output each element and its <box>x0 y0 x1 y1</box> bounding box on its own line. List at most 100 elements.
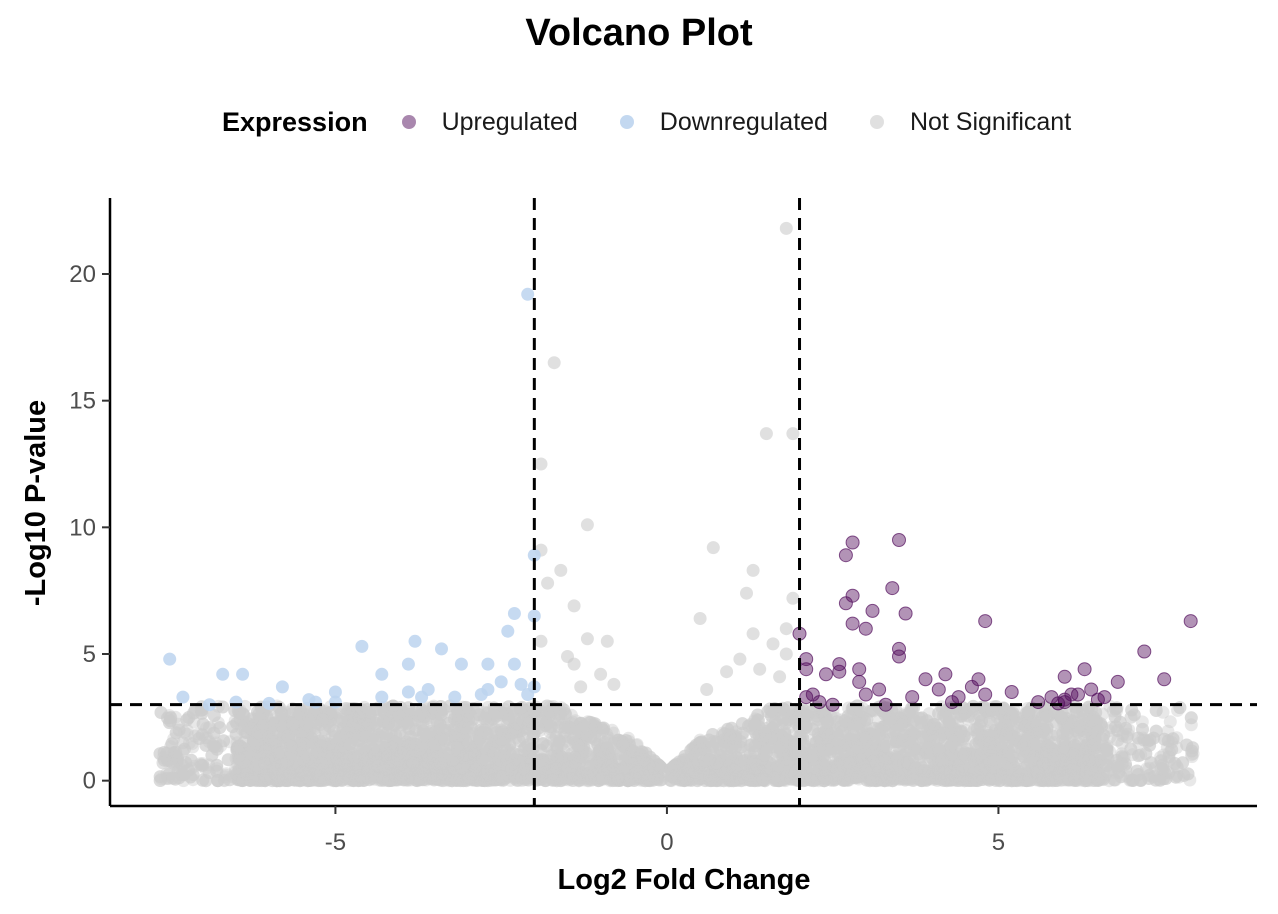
point-not-significant <box>778 774 792 788</box>
point-not-significant <box>411 714 425 727</box>
point-not-significant <box>269 741 282 755</box>
point-not-significant <box>265 768 279 782</box>
point-not-significant <box>296 732 309 746</box>
point-not-significant <box>888 752 902 766</box>
point-not-significant <box>634 745 648 758</box>
point-not-significant <box>543 725 557 739</box>
point-not-significant <box>229 752 243 765</box>
point-not-significant <box>804 773 818 787</box>
point-not-significant <box>431 767 445 781</box>
point-not-significant <box>458 719 472 732</box>
point-not-significant <box>273 773 287 787</box>
point-not-significant <box>806 737 820 751</box>
point-not-significant <box>611 774 625 788</box>
point-not-significant <box>365 766 379 780</box>
point-not-significant <box>1058 722 1072 736</box>
point-not-significant <box>233 739 247 753</box>
point-not-significant <box>1039 747 1053 761</box>
point-not-significant <box>983 704 997 718</box>
point-not-significant <box>365 754 379 768</box>
point-not-significant <box>486 738 500 752</box>
point-not-significant <box>442 767 456 781</box>
point-not-significant <box>1055 748 1069 762</box>
point-not-significant <box>584 767 598 781</box>
point-not-significant <box>293 766 307 780</box>
point-not-significant <box>937 762 951 776</box>
point-not-significant <box>990 703 1004 717</box>
point-not-significant <box>1061 712 1075 726</box>
point-not-significant <box>443 770 457 784</box>
point-not-significant <box>586 716 600 730</box>
point-not-significant <box>802 703 816 717</box>
point-not-significant <box>931 747 945 761</box>
point-not-significant <box>495 768 509 781</box>
point-not-significant <box>266 725 280 739</box>
point-not-significant <box>452 756 466 770</box>
point-not-significant <box>346 706 360 720</box>
point-not-significant <box>1098 756 1112 770</box>
point-not-significant <box>249 769 263 783</box>
point-not-significant <box>419 737 433 751</box>
point-not-significant <box>847 734 861 747</box>
point-not-significant <box>173 762 187 776</box>
point-not-significant <box>754 737 768 751</box>
point-not-significant <box>836 757 850 771</box>
point-not-significant <box>909 742 923 756</box>
point-not-significant <box>948 773 962 787</box>
point-not-significant <box>830 742 844 756</box>
point-not-significant <box>878 771 892 785</box>
point-not-significant <box>494 772 508 786</box>
point-not-significant <box>935 749 949 763</box>
point-not-significant <box>520 752 534 766</box>
point-not-significant <box>971 774 984 788</box>
point-not-significant <box>498 764 511 778</box>
point-not-significant <box>809 706 823 720</box>
point-not-significant <box>231 769 245 783</box>
point-not-significant <box>889 750 903 764</box>
point-not-significant <box>289 744 303 758</box>
point-not-significant <box>259 773 273 787</box>
point-not-significant <box>1004 708 1017 722</box>
point-not-significant <box>300 772 314 786</box>
point-not-significant <box>418 742 431 756</box>
point-not-significant <box>1090 771 1104 784</box>
point-not-significant <box>359 713 373 727</box>
point-not-significant <box>940 763 954 777</box>
point-not-significant <box>810 720 824 733</box>
point-not-significant <box>390 736 404 750</box>
point-not-significant <box>836 773 850 786</box>
point-not-significant <box>466 773 480 787</box>
point-not-significant <box>545 732 559 746</box>
point-not-significant <box>342 746 356 759</box>
point-not-significant <box>973 769 987 783</box>
point-not-significant <box>846 708 860 722</box>
point-not-significant <box>310 707 324 721</box>
point-not-significant <box>1000 774 1014 788</box>
point-not-significant <box>263 729 277 743</box>
point-not-significant <box>500 726 514 740</box>
point-not-significant <box>1030 757 1044 771</box>
point-not-significant <box>591 749 605 763</box>
point-not-significant <box>300 757 314 771</box>
point-not-significant <box>382 712 396 726</box>
point-not-significant <box>1096 766 1110 780</box>
point-not-significant <box>998 764 1012 778</box>
point-not-significant <box>430 730 443 744</box>
point-not-significant <box>368 762 381 776</box>
point-not-significant <box>1008 767 1022 781</box>
point-not-significant <box>225 770 239 784</box>
point-not-significant <box>721 769 735 783</box>
point-not-significant <box>487 712 500 726</box>
point-not-significant <box>754 730 768 743</box>
point-not-significant <box>373 746 387 760</box>
point-not-significant <box>842 733 855 747</box>
point-not-significant <box>1032 765 1046 779</box>
point-not-significant <box>1057 715 1071 729</box>
point-not-significant <box>260 726 274 740</box>
point-not-significant <box>988 771 1002 785</box>
point-not-significant <box>342 774 356 787</box>
point-not-significant <box>365 736 379 750</box>
point-not-significant <box>578 726 592 740</box>
point-not-significant <box>833 754 847 768</box>
